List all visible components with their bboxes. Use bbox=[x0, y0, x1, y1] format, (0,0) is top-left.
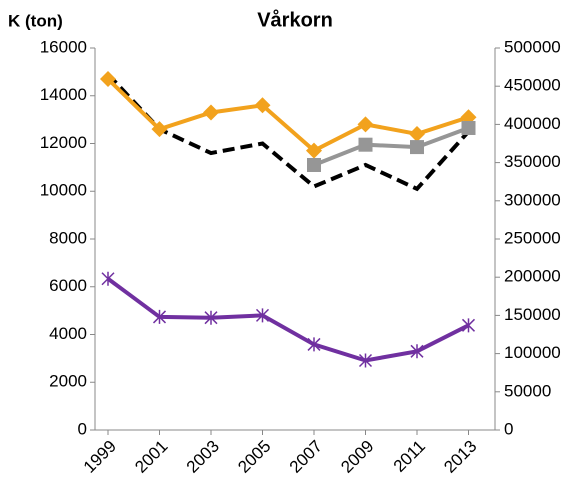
marker bbox=[357, 116, 374, 133]
marker bbox=[461, 318, 476, 333]
y2-tick-label: 350000 bbox=[504, 152, 561, 171]
marker bbox=[306, 142, 322, 159]
y-tick-label: 16000 bbox=[40, 37, 87, 56]
x-tick-label: 2005 bbox=[234, 437, 274, 477]
y-tick-label: 4000 bbox=[49, 324, 87, 343]
marker bbox=[307, 337, 321, 352]
series-line bbox=[313, 126, 470, 167]
y2-tick-label: 300000 bbox=[504, 190, 561, 209]
marker bbox=[204, 310, 218, 325]
y-axis-label: K (ton) bbox=[8, 11, 63, 30]
marker bbox=[307, 157, 321, 172]
y2-tick-label: 400000 bbox=[504, 114, 561, 133]
x-tick-label: 2007 bbox=[286, 437, 326, 477]
marker bbox=[410, 344, 424, 359]
y2-tick-label: 450000 bbox=[504, 76, 561, 95]
y2-tick-label: 50000 bbox=[504, 381, 551, 400]
x-tick-label: 2009 bbox=[337, 437, 377, 477]
y-tick-label: 6000 bbox=[49, 276, 87, 295]
y-tick-label: 14000 bbox=[40, 85, 87, 104]
marker bbox=[101, 271, 115, 286]
y2-tick-label: 150000 bbox=[504, 305, 561, 324]
marker bbox=[203, 104, 219, 121]
marker bbox=[409, 125, 425, 142]
y2-tick-label: 200000 bbox=[504, 267, 561, 286]
marker bbox=[358, 353, 373, 368]
series-line bbox=[106, 72, 470, 192]
marker bbox=[410, 140, 424, 155]
series-line bbox=[106, 77, 470, 154]
x-tick-label: 2013 bbox=[440, 437, 480, 477]
y2-tick-label: 250000 bbox=[504, 228, 561, 247]
marker bbox=[461, 120, 476, 135]
x-tick-label: 2011 bbox=[390, 437, 429, 476]
y-tick-label: 0 bbox=[78, 419, 87, 438]
marker bbox=[358, 137, 373, 152]
y-tick-label: 10000 bbox=[40, 181, 87, 200]
marker bbox=[151, 121, 168, 138]
y2-tick-label: 100000 bbox=[504, 343, 561, 362]
chart-title: Vårkorn bbox=[257, 8, 333, 31]
x-tick-label: 2003 bbox=[183, 437, 223, 477]
marker bbox=[254, 97, 271, 114]
y2-tick-label: 0 bbox=[504, 419, 513, 438]
series-line bbox=[106, 277, 470, 363]
marker bbox=[100, 71, 116, 88]
marker bbox=[255, 308, 270, 323]
x-tick-label: 2001 bbox=[131, 437, 171, 477]
y-tick-label: 8000 bbox=[49, 228, 87, 247]
y-tick-label: 2000 bbox=[49, 372, 87, 391]
y-tick-label: 12000 bbox=[40, 133, 87, 152]
x-tick-label: 1999 bbox=[80, 437, 120, 477]
marker bbox=[152, 309, 167, 324]
y2-tick-label: 500000 bbox=[504, 37, 561, 56]
